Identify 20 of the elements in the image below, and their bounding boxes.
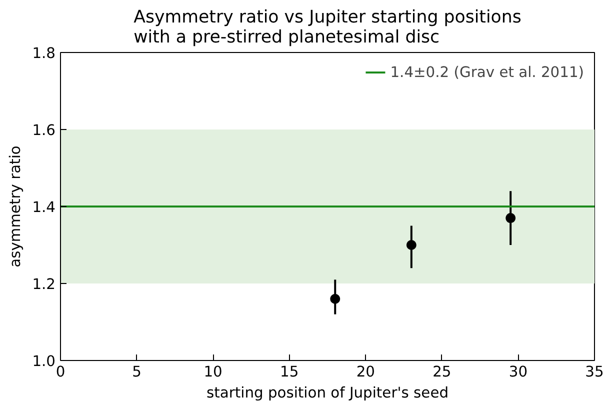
x-tick-label: 25 (432, 364, 452, 380)
x-tick-label: 5 (132, 364, 142, 380)
point (506, 213, 516, 224)
y-tick-label: 1.2 (32, 276, 56, 293)
x-tick-label: 30 (508, 364, 528, 380)
x-tick-label: 20 (356, 364, 375, 380)
y-tick-label: 1.4 (32, 199, 56, 216)
y-tick-label: 1.6 (32, 122, 56, 139)
x-tick-label: 15 (280, 364, 299, 380)
legend-label: 1.4±0.2 (Grav et al. 2011) (390, 64, 584, 80)
point (406, 240, 416, 250)
x-tick-label: 10 (204, 364, 222, 380)
x-tick-label: 0 (56, 364, 66, 380)
y-axis-title: asymmetry ratio (7, 146, 24, 268)
point (330, 294, 340, 304)
x-axis-title: starting position of Jupiter's seed (206, 384, 449, 402)
chart-title: Asymmetry ratio vs Jupiter starting positions with a pre-stirred planetesimal disc (134, 8, 522, 48)
x-tick-label: 35 (585, 364, 604, 380)
y-tick-label: 1.0 (32, 353, 56, 370)
y-tick-label: 1.8 (32, 45, 56, 62)
